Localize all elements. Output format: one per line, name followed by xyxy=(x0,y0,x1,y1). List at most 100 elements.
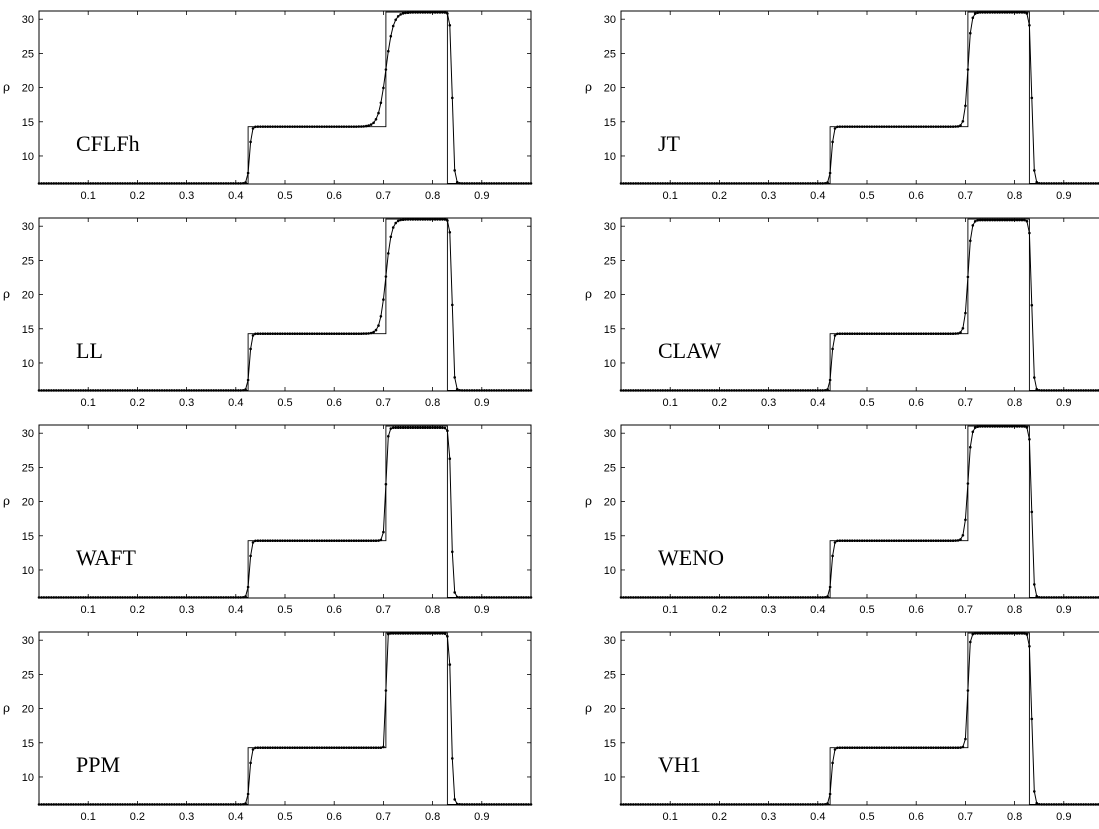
data-point xyxy=(399,13,402,16)
data-point xyxy=(527,596,530,599)
data-point xyxy=(394,221,398,225)
data-point xyxy=(998,11,1002,14)
data-point xyxy=(288,746,292,749)
data-point xyxy=(460,182,464,185)
data-point xyxy=(831,347,834,351)
data-point xyxy=(237,182,240,185)
data-point xyxy=(497,596,501,599)
data-point xyxy=(632,596,635,599)
data-point xyxy=(1028,438,1031,441)
data-point xyxy=(1018,425,1021,428)
x-tick-label: 0.3 xyxy=(179,604,194,616)
data-point xyxy=(855,332,859,336)
data-point xyxy=(821,803,824,806)
data-point xyxy=(848,332,852,336)
data-point xyxy=(914,125,918,128)
data-point xyxy=(177,803,181,806)
data-point xyxy=(774,389,778,392)
data-point xyxy=(404,11,407,15)
y-axis-label: ρ xyxy=(585,287,592,301)
data-point xyxy=(961,745,965,749)
data-point xyxy=(619,182,623,185)
data-point xyxy=(959,124,962,127)
data-point xyxy=(836,746,839,750)
data-point xyxy=(256,539,260,542)
x-tick-label: 0.8 xyxy=(1007,397,1022,409)
axes-box xyxy=(620,424,1099,599)
data-point xyxy=(232,389,235,392)
data-point xyxy=(475,596,479,599)
data-point xyxy=(887,746,891,749)
data-point xyxy=(330,332,334,336)
data-point xyxy=(261,332,265,336)
x-tick-label: 0.9 xyxy=(1056,190,1071,202)
data-point xyxy=(448,24,452,27)
data-point xyxy=(939,746,943,749)
data-point xyxy=(256,332,260,336)
data-point xyxy=(890,746,893,749)
data-point xyxy=(875,746,879,749)
data-point xyxy=(686,596,689,599)
data-point xyxy=(1069,182,1073,185)
data-point xyxy=(1023,11,1026,14)
data-point xyxy=(446,12,449,15)
data-point xyxy=(878,125,881,128)
data-point xyxy=(991,632,994,635)
data-point xyxy=(1072,596,1075,599)
data-point xyxy=(710,389,714,392)
data-point xyxy=(195,182,198,185)
data-point xyxy=(416,426,420,430)
data-point xyxy=(683,182,687,185)
data-point xyxy=(369,539,373,542)
data-point xyxy=(905,332,908,336)
data-point xyxy=(745,596,748,599)
data-point xyxy=(249,347,252,351)
data-point xyxy=(502,389,506,392)
data-point xyxy=(116,182,119,185)
data-point xyxy=(165,182,169,185)
y-axis-label: ρ xyxy=(585,494,592,508)
data-point xyxy=(202,389,206,392)
data-point xyxy=(67,182,70,185)
data-point xyxy=(843,332,847,336)
exact-solution-line xyxy=(39,218,531,391)
data-point xyxy=(168,596,171,599)
data-point xyxy=(661,596,665,599)
data-point xyxy=(624,803,628,806)
data-point xyxy=(67,389,70,392)
data-point xyxy=(836,539,839,543)
data-point xyxy=(1015,425,1019,428)
data-point xyxy=(352,746,356,749)
data-point xyxy=(436,426,439,430)
data-point xyxy=(96,182,100,185)
data-point xyxy=(1042,596,1046,599)
y-tick-label: 15 xyxy=(604,324,616,336)
data-point xyxy=(296,746,299,749)
y-tick-label: 10 xyxy=(604,151,616,163)
data-point xyxy=(632,182,635,185)
data-point xyxy=(283,746,287,749)
data-point xyxy=(414,218,417,221)
data-point xyxy=(116,389,119,392)
data-point xyxy=(374,539,378,542)
x-tick-label: 0.7 xyxy=(958,604,973,616)
data-point xyxy=(69,596,73,599)
data-point xyxy=(315,539,319,542)
data-point xyxy=(460,596,464,599)
method-label: CFLFh xyxy=(76,131,140,156)
y-tick-label: 20 xyxy=(22,704,34,716)
data-point xyxy=(293,539,297,542)
data-point xyxy=(831,761,834,765)
data-point xyxy=(627,389,630,392)
data-point xyxy=(816,803,820,806)
numerical-solution-line xyxy=(39,11,531,184)
data-point xyxy=(431,218,434,221)
data-point xyxy=(460,389,464,392)
data-point xyxy=(244,181,247,184)
data-point xyxy=(332,125,336,128)
x-tick-label: 0.5 xyxy=(277,397,292,409)
data-point xyxy=(340,539,343,542)
data-point xyxy=(94,803,97,806)
x-tick-label: 0.1 xyxy=(81,190,96,202)
data-point xyxy=(379,101,383,105)
